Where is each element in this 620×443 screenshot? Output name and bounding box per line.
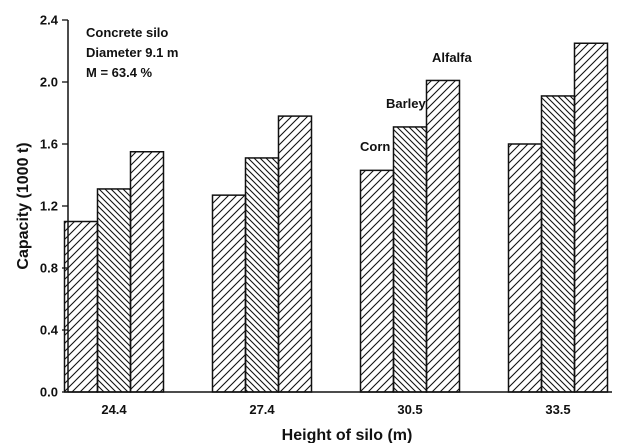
bar-alfalfa-33.5 bbox=[573, 42, 609, 393]
x-axis-title: Height of silo (m) bbox=[282, 427, 413, 443]
x-tick-label: 27.4 bbox=[249, 402, 275, 417]
bar-alfalfa-30.5 bbox=[425, 79, 461, 393]
annotation-line-3: M = 63.4 % bbox=[86, 65, 153, 80]
bar-corn-30.5 bbox=[359, 169, 395, 393]
bar-corn-27.4 bbox=[211, 194, 247, 393]
y-tick-label: 0.0 bbox=[40, 385, 58, 400]
bar-corn-24.4 bbox=[63, 220, 99, 393]
y-tick-label: 2.0 bbox=[40, 75, 58, 90]
x-tick-label: 24.4 bbox=[101, 402, 127, 417]
y-tick-label: 2.4 bbox=[40, 13, 59, 28]
bar-barley-27.4 bbox=[244, 157, 280, 393]
bar-corn-33.5 bbox=[507, 143, 543, 393]
series-label-alfalfa: Alfalfa bbox=[432, 50, 473, 65]
y-tick-label: 0.8 bbox=[40, 261, 58, 276]
bar-barley-33.5 bbox=[540, 95, 576, 393]
series-label-corn: Corn bbox=[360, 139, 390, 154]
bar-alfalfa-27.4 bbox=[277, 115, 313, 393]
x-tick-label: 30.5 bbox=[397, 402, 422, 417]
x-tick-label: 33.5 bbox=[545, 402, 570, 417]
y-tick-label: 0.4 bbox=[40, 323, 59, 338]
annotation-line-1: Concrete silo bbox=[86, 25, 168, 40]
bar-alfalfa-24.4 bbox=[129, 151, 165, 393]
y-tick-label: 1.2 bbox=[40, 199, 58, 214]
series-label-barley: Barley bbox=[386, 96, 427, 111]
bar-barley-24.4 bbox=[96, 188, 132, 393]
annotation-line-2: Diameter 9.1 m bbox=[86, 45, 179, 60]
y-tick-label: 1.6 bbox=[40, 137, 58, 152]
y-axis-title: Capacity (1000 t) bbox=[15, 142, 32, 269]
bar-barley-30.5 bbox=[392, 126, 428, 393]
